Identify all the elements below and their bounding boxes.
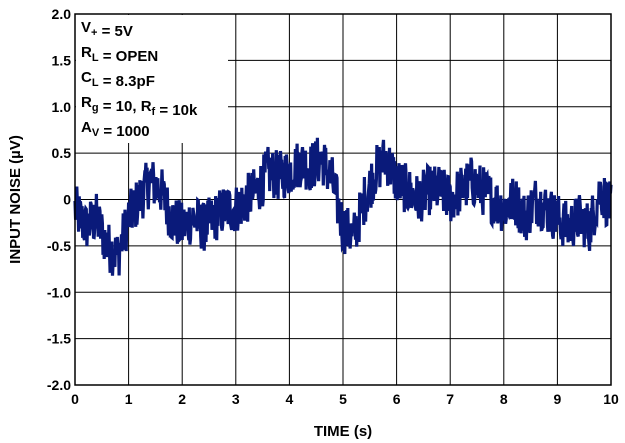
y-tick-label: -0.5 (47, 238, 71, 254)
condition-line: Rg = 10, Rf = 10k (81, 94, 198, 119)
x-tick-labels: 0 1 2 3 4 5 6 7 8 9 10 (71, 391, 619, 407)
plot-frame (74, 13, 612, 386)
condition-line: AV = 1000 (81, 119, 150, 140)
y-tick-label: 0 (63, 192, 71, 208)
x-axis-label: TIME (s) (314, 423, 372, 440)
y-tick-label: 1.5 (52, 52, 72, 68)
x-tick-label: 1 (125, 391, 133, 407)
condition-line: CL = 8.3pF (81, 69, 155, 90)
x-tick-label: 4 (286, 391, 294, 407)
conditions-annotation: V+ = 5V RL = OPEN CL = 8.3pF Rg = 10, Rf = … (81, 19, 198, 140)
x-tick-label: 6 (393, 391, 401, 407)
x-tick-label: 8 (500, 391, 508, 407)
y-tick-labels: 2.0 1.5 1.0 0.5 0 -0.5 -1.0 -1.5 -2.0 (47, 6, 71, 393)
y-tick-label: -1.5 (47, 331, 71, 347)
y-tick-label: -2.0 (47, 377, 71, 393)
noise-series-line (73, 137, 613, 276)
x-tick-label: 10 (603, 391, 619, 407)
y-tick-label: -1.0 (47, 284, 71, 300)
x-tick-label: 3 (232, 391, 240, 407)
conditions-box (76, 15, 228, 143)
x-tick-label: 9 (554, 391, 562, 407)
x-tick-label: 5 (339, 391, 347, 407)
y-tick-label: 2.0 (52, 6, 72, 22)
condition-line: RL = OPEN (81, 44, 158, 65)
noise-trace (73, 137, 613, 276)
condition-line: V+ = 5V (81, 19, 133, 40)
y-tick-label: 0.5 (52, 145, 72, 161)
y-axis-label: INPUT NOISE (µV) (7, 135, 24, 264)
x-tick-label: 2 (178, 391, 186, 407)
x-tick-label: 0 (71, 391, 79, 407)
y-tick-label: 1.0 (52, 99, 72, 115)
x-tick-label: 7 (446, 391, 454, 407)
